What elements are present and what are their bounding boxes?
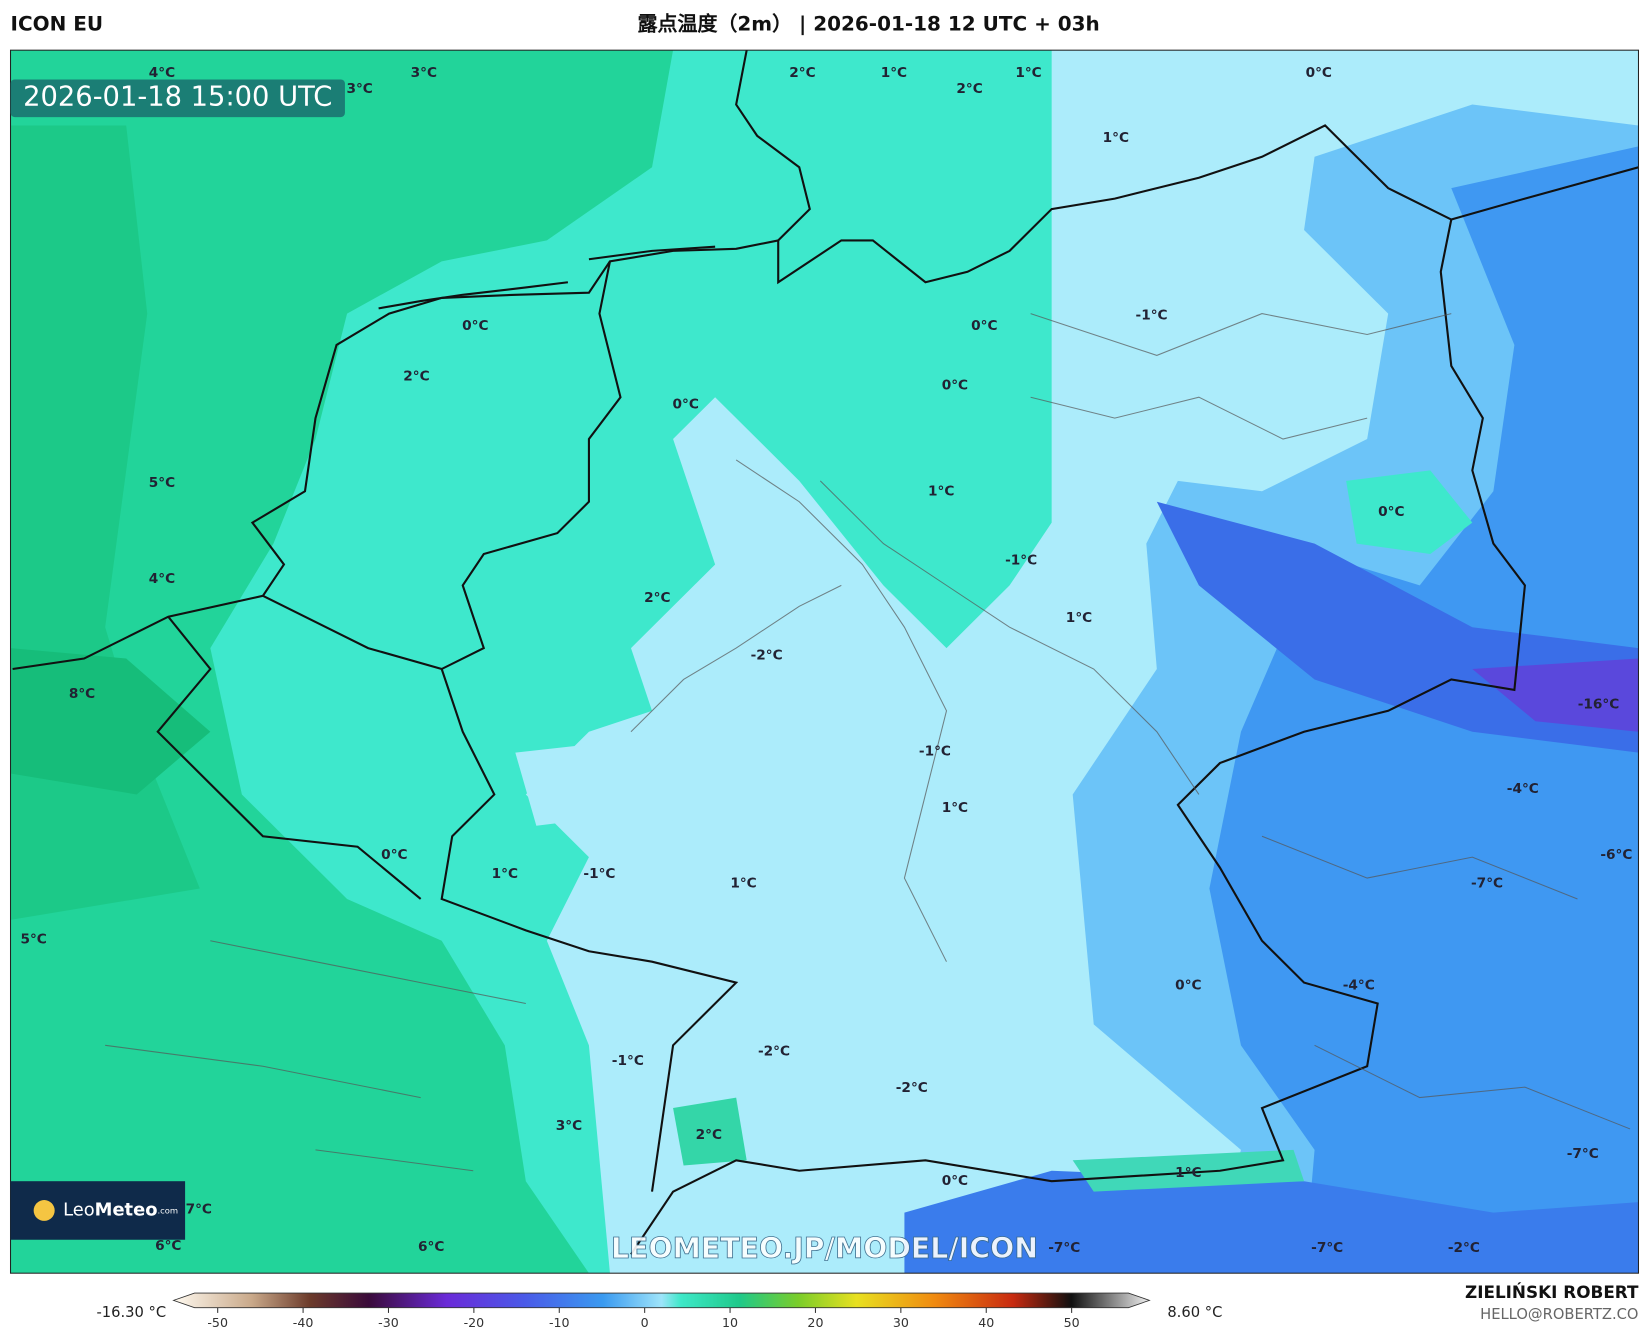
logo-sun bbox=[33, 1200, 55, 1221]
colorbar-tick-label: -50 bbox=[207, 1315, 228, 1330]
contour-label: 0°C bbox=[1306, 65, 1332, 81]
contour-label: 5°C bbox=[20, 932, 46, 948]
contour-label: -2°C bbox=[758, 1044, 790, 1060]
contour-label: -1°C bbox=[583, 866, 615, 882]
contour-label: 1°C bbox=[1066, 610, 1092, 626]
contour-label: -1°C bbox=[1136, 308, 1168, 324]
contour-label: 0°C bbox=[1378, 504, 1404, 520]
contour-label: -16°C bbox=[1578, 697, 1620, 713]
contour-label: 0°C bbox=[1175, 978, 1201, 994]
contour-label: 1°C bbox=[928, 483, 954, 499]
contour-label: -1°C bbox=[1005, 552, 1037, 568]
contour-label: 1°C bbox=[881, 65, 907, 81]
colorbar-tick-label: 10 bbox=[722, 1315, 738, 1330]
contour-label: 0°C bbox=[942, 378, 968, 394]
colorbar-tick-label: -20 bbox=[464, 1315, 485, 1330]
colorbar-min: -16.30 °C bbox=[96, 1304, 166, 1321]
colorbar bbox=[172, 1292, 1151, 1309]
contour-label: -1°C bbox=[612, 1053, 644, 1069]
contour-label: 1°C bbox=[730, 875, 756, 891]
contour-label: 4°C bbox=[149, 571, 175, 587]
colorbar-max: 8.60 °C bbox=[1167, 1304, 1222, 1321]
contour-label: 2°C bbox=[644, 590, 670, 606]
contour-label: 1°C bbox=[942, 800, 968, 816]
contour-label: -4°C bbox=[1343, 978, 1375, 994]
contour-label: -7°C bbox=[1567, 1146, 1599, 1162]
contour-label: 1°C bbox=[1015, 65, 1041, 81]
colorbar-tick-label: -30 bbox=[378, 1315, 399, 1330]
contour-label: 1°C bbox=[1175, 1165, 1201, 1181]
contour-label: 8°C bbox=[69, 686, 95, 702]
logo-bold: Meteo bbox=[95, 1200, 158, 1221]
contour-label: -2°C bbox=[1448, 1240, 1480, 1256]
map-area bbox=[10, 50, 1639, 1274]
colorbar-tick-label: 0 bbox=[641, 1315, 649, 1330]
contour-label: 2°C bbox=[403, 368, 429, 384]
contour-label: -4°C bbox=[1507, 781, 1539, 797]
colorbar-tick-label: 50 bbox=[1064, 1315, 1080, 1330]
colorbar-tick-label: 40 bbox=[978, 1315, 994, 1330]
contour-label: -7°C bbox=[1048, 1240, 1080, 1256]
contour-label: 7°C bbox=[186, 1201, 212, 1217]
contour-label: -7°C bbox=[1471, 875, 1503, 891]
contour-label: -7°C bbox=[1311, 1240, 1343, 1256]
contour-label: 1°C bbox=[492, 866, 518, 882]
time-badge bbox=[10, 79, 345, 118]
logo-text: LeoMeteo.com bbox=[63, 1200, 178, 1221]
contour-label: 2°C bbox=[789, 65, 815, 81]
logo-light: Leo bbox=[63, 1200, 95, 1221]
colorbar-tick-label: 20 bbox=[807, 1315, 823, 1330]
contour-label: 0°C bbox=[462, 318, 488, 334]
contour-label: 6°C bbox=[155, 1238, 181, 1254]
contour-label: 2°C bbox=[956, 81, 982, 97]
map-frame bbox=[9, 49, 1640, 1274]
contour-label: 0°C bbox=[672, 397, 698, 413]
chart-title: 露点温度（2m） | 2026-01-18 12 UTC + 03h bbox=[638, 12, 1100, 36]
contour-label: 1°C bbox=[1103, 130, 1129, 146]
colorbar-tick-label: 30 bbox=[893, 1315, 909, 1330]
valid-time: 2026-01-18 15:00 UTC bbox=[23, 82, 332, 113]
contour-label: -1°C bbox=[919, 744, 951, 760]
model-name: ICON EU bbox=[11, 13, 104, 36]
contour-label: 3°C bbox=[556, 1118, 582, 1134]
colorbar-tick-label: -40 bbox=[293, 1315, 314, 1330]
contour-label: 3°C bbox=[411, 65, 437, 81]
contour-label: 3°C bbox=[346, 81, 372, 97]
contour-label: 4°C bbox=[149, 65, 175, 81]
credit-name: ZIELIŃSKI ROBERT bbox=[1465, 1281, 1639, 1302]
contour-label: -2°C bbox=[751, 647, 783, 663]
contour-label: 0°C bbox=[942, 1173, 968, 1189]
contour-label: 0°C bbox=[971, 318, 997, 334]
contour-label: -2°C bbox=[896, 1080, 928, 1096]
watermark: LEOMETEO.JP/MODEL/ICON bbox=[611, 1232, 1038, 1265]
credit-email: HELLO@ROBERTZ.CO bbox=[1480, 1306, 1638, 1323]
contour-label: 0°C bbox=[381, 847, 407, 863]
colorbar-tick-label: -10 bbox=[549, 1315, 570, 1330]
contour-label: -6°C bbox=[1600, 847, 1632, 863]
contour-label: 2°C bbox=[696, 1127, 722, 1143]
contour-label: 6°C bbox=[418, 1239, 444, 1255]
logo-suffix: .com bbox=[157, 1205, 178, 1215]
contour-label: 5°C bbox=[149, 475, 175, 491]
